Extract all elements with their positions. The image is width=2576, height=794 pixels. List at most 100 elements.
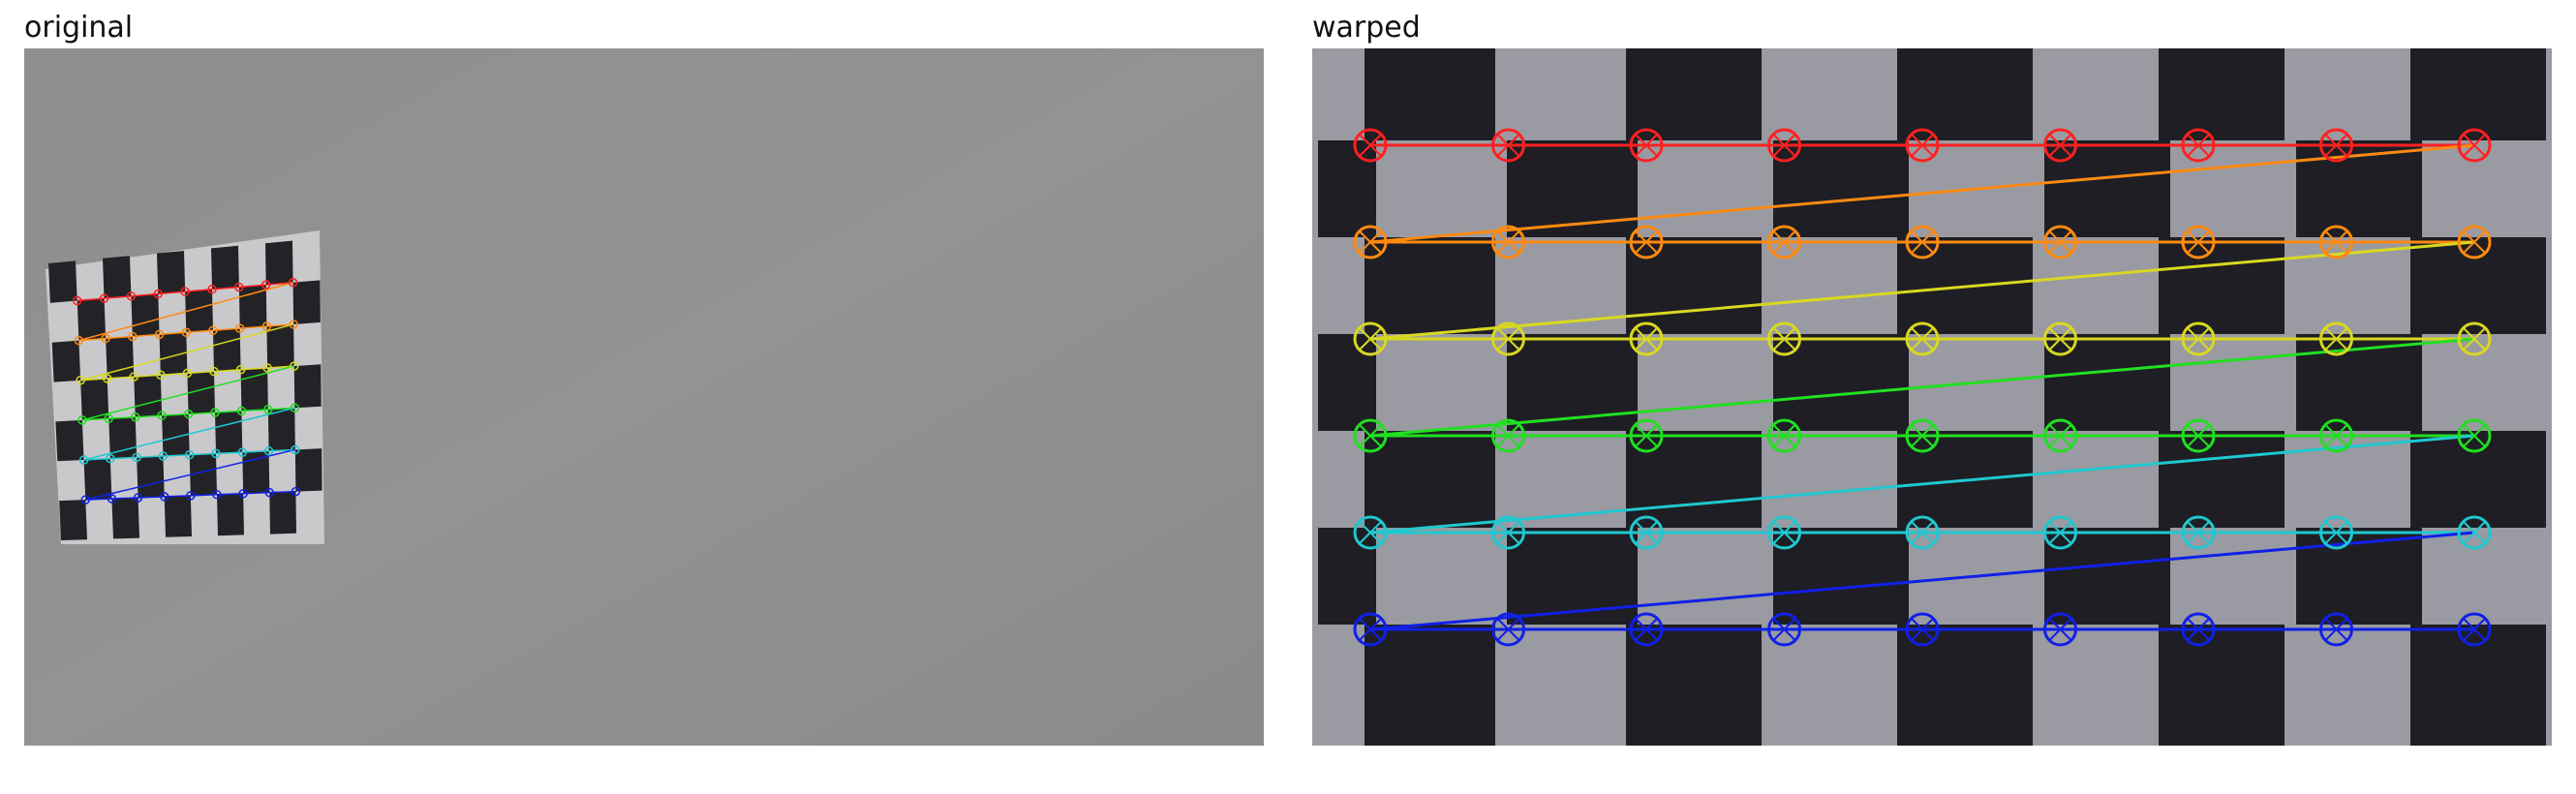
corner-marker — [107, 494, 117, 504]
checker-square — [185, 289, 213, 333]
corner-marker — [74, 335, 84, 346]
corner-marker — [291, 486, 301, 497]
warped-corner-cross — [2187, 618, 2210, 641]
corner-link — [78, 282, 293, 342]
warped-checker-square — [2159, 48, 2285, 140]
warped-corner-cross — [2048, 327, 2072, 351]
warped-corner-cross — [1911, 618, 1934, 641]
warped-corner-marker — [1767, 128, 1801, 163]
warped-corner-marker — [2043, 321, 2077, 356]
warped-corner-marker — [2457, 515, 2492, 550]
corner-marker — [126, 291, 137, 301]
corner-marker — [78, 455, 89, 465]
checker-square — [294, 448, 322, 492]
checker-square — [159, 332, 188, 376]
corner-link — [79, 323, 294, 382]
warped-checker-square — [1507, 334, 1638, 431]
warped-corner-cross — [1772, 134, 1796, 157]
warped-checker-square — [1365, 431, 1495, 528]
warped-corner-cross — [1635, 230, 1658, 254]
warped-corner-cross — [2324, 424, 2348, 447]
corner-marker — [212, 490, 222, 500]
warped-corner-marker — [1905, 225, 1940, 260]
warped-corner-marker — [1491, 128, 1525, 163]
warped-checker-square — [2410, 48, 2546, 140]
original-image — [24, 48, 1264, 746]
warped-corner-cross — [2187, 424, 2210, 447]
warped-corner-cross — [2187, 230, 2210, 254]
corner-link — [85, 448, 296, 501]
warped-corner-cross — [1635, 134, 1658, 157]
checker-square — [217, 493, 244, 536]
checkerboard-squares — [48, 240, 322, 540]
warped-corner-marker — [1767, 225, 1801, 260]
warped-corner-cross — [1772, 230, 1796, 254]
warped-corner-overlay — [1353, 128, 2492, 647]
warped-corner-cross — [1911, 230, 1934, 254]
corner-marker — [182, 368, 193, 379]
corner-marker — [234, 323, 245, 333]
warped-corner-marker — [2457, 612, 2492, 647]
warped-corner-cross — [2048, 521, 2072, 544]
warped-corner-marker — [2043, 515, 2077, 550]
warped-corner-marker — [2181, 321, 2216, 356]
warped-corner-cross — [1635, 327, 1658, 351]
warped-corner-marker — [1629, 321, 1664, 356]
warped-corner-marker — [2043, 225, 2077, 260]
warped-checker-square — [1626, 237, 1762, 334]
corner-marker — [291, 444, 300, 455]
warped-checker-square — [1318, 334, 1376, 431]
warped-corner-marker — [1905, 515, 1940, 550]
warped-corner-marker — [1767, 515, 1801, 550]
corner-marker — [209, 366, 219, 377]
warped-checker-square — [2410, 237, 2546, 334]
checker-square — [292, 280, 321, 324]
corner-marker — [99, 293, 109, 303]
corner-marker — [153, 289, 164, 299]
corner-marker — [211, 448, 221, 459]
warped-corner-marker — [2457, 418, 2492, 453]
corner-marker — [154, 329, 165, 340]
warped-corner-cross — [1496, 134, 1520, 157]
warped-corner-cross — [1359, 327, 1382, 351]
warped-corner-cross — [2463, 134, 2486, 157]
corner-marker — [290, 403, 300, 413]
warped-checker-square — [1318, 140, 1376, 237]
corner-marker — [208, 325, 218, 335]
warped-corner-cross — [1911, 327, 1934, 351]
corner-marker — [159, 492, 169, 502]
checker-square — [134, 375, 163, 417]
warped-corner-marker — [1629, 128, 1664, 163]
checker-square — [267, 408, 295, 451]
warped-corner-cross — [2048, 618, 2072, 641]
warped-corner-marker — [2319, 225, 2353, 260]
checker-square — [211, 245, 239, 290]
warped-corner-cross — [1359, 618, 1382, 641]
warped-corner-marker — [1353, 515, 1388, 550]
corner-marker — [263, 446, 274, 456]
corner-marker — [102, 374, 112, 383]
corner-marker — [237, 447, 248, 457]
warped-corner-marker — [1491, 321, 1525, 356]
warped-checker-square — [2159, 625, 2285, 746]
warped-corner-marker — [1629, 225, 1664, 260]
warped-corner-cross — [2048, 424, 2072, 447]
warped-corner-cross — [2324, 134, 2348, 157]
warped-corner-marker — [2319, 418, 2353, 453]
warped-checker-square — [2410, 625, 2546, 746]
checker-square — [59, 500, 87, 540]
warped-corner-marker — [2319, 128, 2353, 163]
warped-checker-square — [1626, 431, 1762, 528]
warped-corner-link — [1369, 531, 2475, 631]
warped-corner-marker — [1353, 128, 1388, 163]
warped-corner-marker — [1629, 612, 1664, 647]
warped-corner-marker — [2319, 321, 2353, 356]
checker-square — [80, 378, 109, 420]
corner-marker — [183, 409, 194, 419]
warped-corner-cross — [2324, 618, 2348, 641]
corner-marker — [104, 413, 114, 424]
corner-marker — [289, 320, 298, 329]
warped-corner-marker — [2181, 225, 2216, 260]
warped-corner-marker — [1353, 418, 1388, 453]
checker-square — [265, 240, 293, 286]
